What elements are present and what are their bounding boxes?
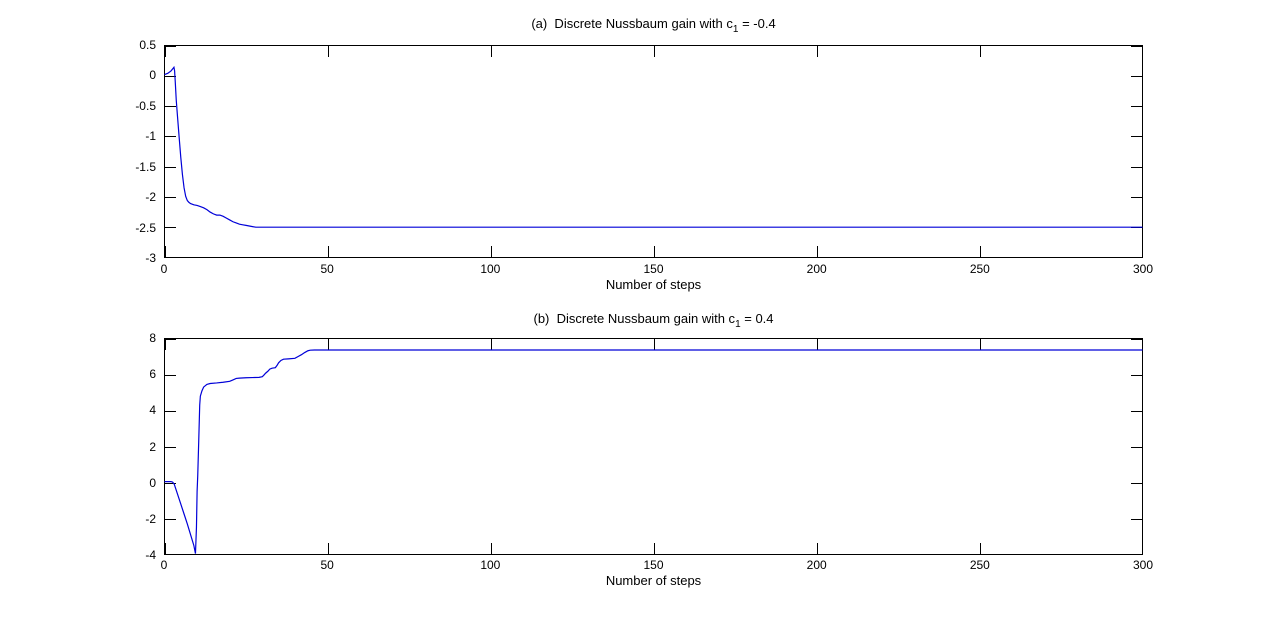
y-tick-label: -1 (145, 129, 156, 144)
discrete-nussbaum-gain-b-curve (164, 349, 1143, 554)
y-tick-label: 2 (149, 439, 156, 454)
discrete-nussbaum-gain-a-curve (164, 65, 1143, 228)
y-tick-label: -2 (145, 511, 156, 526)
x-tick-label: 300 (1132, 262, 1154, 276)
y-tick-label: 0 (149, 475, 156, 490)
y-tick-label: -0.5 (135, 98, 156, 113)
axes-box (164, 338, 1143, 555)
x-tick-label: 200 (806, 558, 827, 572)
x-tick-label: 100 (480, 558, 501, 572)
y-tick-label: -4 (145, 548, 156, 562)
axes-box (164, 45, 1143, 258)
y-tick-label: -3 (145, 251, 156, 265)
y-tick-label: -2.5 (135, 220, 156, 235)
x-tick-label: 100 (480, 262, 501, 276)
y-tick-label: 6 (149, 367, 156, 382)
y-tick-label: 0 (149, 68, 156, 83)
title-text-suffix: = -0.4 (738, 16, 776, 31)
title-subscript: 1 (732, 24, 739, 35)
x-tick-label: 150 (643, 558, 664, 572)
subplot-a-plot-area (164, 45, 1143, 258)
y-tick-label: 8 (149, 331, 156, 345)
y-tick-label: 4 (149, 403, 156, 418)
subplot-b-title: (b) Discrete Nussbaum gain with c1 = 0.4 (164, 311, 1143, 330)
title-text: (a) Discrete Nussbaum gain with c (531, 16, 733, 31)
subplot-b-plot-area (164, 338, 1143, 555)
y-tick-label: -1.5 (135, 159, 156, 174)
title-text: (b) Discrete Nussbaum gain with c (533, 311, 736, 326)
x-tick-label: 250 (969, 262, 990, 276)
y-tick-label: -2 (145, 190, 156, 205)
y-tick-label: 0.5 (139, 38, 156, 52)
x-axis-label: Number of steps (605, 573, 702, 588)
x-tick-label: 150 (643, 262, 664, 276)
x-axis-label: Number of steps (605, 277, 702, 292)
x-tick-label: 0 (160, 558, 168, 572)
x-tick-label: 50 (320, 262, 334, 276)
x-tick-label: 200 (806, 262, 827, 276)
subplot-a-title: (a) Discrete Nussbaum gain with c1 = -0.… (164, 16, 1143, 35)
x-tick-label: 250 (969, 558, 990, 572)
x-tick-label: 50 (320, 558, 334, 572)
x-tick-label: 0 (160, 262, 168, 276)
x-tick-label: 300 (1132, 558, 1154, 572)
title-text-suffix: = 0.4 (740, 311, 774, 326)
title-subscript: 1 (735, 319, 741, 330)
